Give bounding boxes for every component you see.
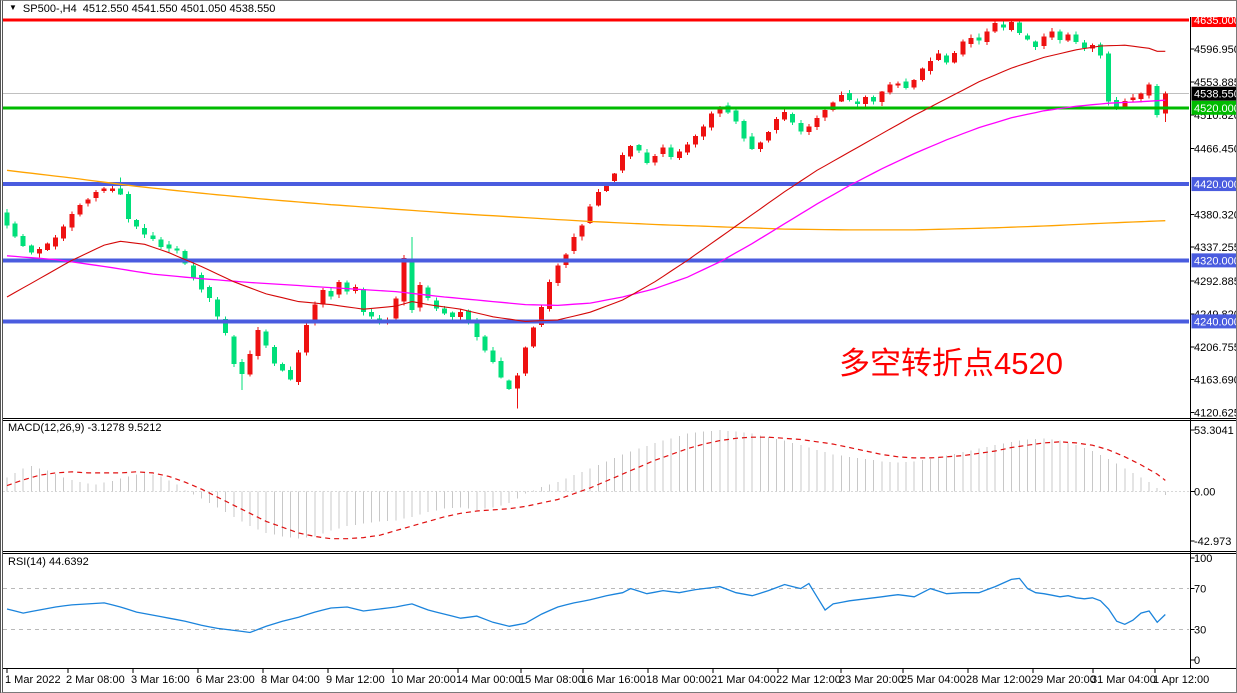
horizontal-line-4320 xyxy=(3,258,1189,263)
macd-layer xyxy=(3,430,1189,540)
time-tick-label: 9 Mar 12:00 xyxy=(326,674,385,686)
horizontal-line-4520 xyxy=(3,106,1189,110)
time-tick-label: 23 Mar 20:00 xyxy=(839,674,904,686)
price-tick-label: 4337.255 xyxy=(1194,242,1237,254)
price-badge-4240.000: 4240.000 xyxy=(1191,314,1237,329)
time-tick-label: 10 Mar 20:00 xyxy=(391,674,456,686)
time-tick-label: 18 Mar 00:00 xyxy=(646,674,711,686)
time-tick-label: 3 Mar 16:00 xyxy=(131,674,190,686)
rsi-pane[interactable] xyxy=(3,554,1189,667)
rsi-layer xyxy=(3,577,1189,634)
dropdown-triangle-icon[interactable]: ▼ xyxy=(9,3,17,12)
price-axis[interactable] xyxy=(1190,17,1236,669)
rsi-tick-label: 30 xyxy=(1194,624,1206,636)
time-tick-label: 15 Mar 08:00 xyxy=(519,674,584,686)
price-tick-label: 4163.690 xyxy=(1194,375,1237,387)
price-badge-4320.000: 4320.000 xyxy=(1191,253,1237,268)
macd-pane[interactable] xyxy=(3,421,1189,552)
macd-tick-label: 53.3041 xyxy=(1194,425,1234,437)
time-tick-label: 25 Mar 04:00 xyxy=(901,674,966,686)
ma-line-fast-red xyxy=(6,44,1166,322)
time-tick-label: 16 Mar 16:00 xyxy=(581,674,646,686)
horizontal-line-4240 xyxy=(3,319,1189,324)
time-tick-label: 14 Mar 00:00 xyxy=(456,674,521,686)
svg-text:4240.000: 4240.000 xyxy=(1194,316,1237,328)
time-tick-label: 29 Mar 20:00 xyxy=(1031,674,1096,686)
ma-line-slow-orange xyxy=(6,169,1166,231)
chart-titlebar: ▼ SP500-,H4 4512.550 4541.550 4501.050 4… xyxy=(3,1,1236,17)
chart-canvas: 4596.9504553.8854510.8204466.4504380.320… xyxy=(3,13,1237,686)
svg-text:4635.000: 4635.000 xyxy=(1194,15,1237,27)
price-tick-label: 4206.755 xyxy=(1194,342,1237,354)
horizontal-line-4635 xyxy=(3,18,1189,22)
time-tick-label: 6 Mar 23:00 xyxy=(196,674,255,686)
main-chart-layer xyxy=(3,18,1189,409)
time-tick-label: 1 Apr 12:00 xyxy=(1153,674,1209,686)
rsi-tick-label: 70 xyxy=(1194,584,1206,596)
price-tick-label: 4596.950 xyxy=(1194,44,1237,56)
price-tick-label: 4120.625 xyxy=(1194,407,1237,419)
candlestick-layer xyxy=(4,18,1168,409)
symbol-timeframe-label: SP500-,H4 xyxy=(22,3,77,15)
price-tick-label: 4292.885 xyxy=(1194,276,1237,288)
svg-text:4320.000: 4320.000 xyxy=(1194,255,1237,267)
macd-tick-label: -42.973 xyxy=(1194,536,1231,548)
price-tick-label: 4380.320 xyxy=(1194,209,1237,221)
ma-line-mid-magenta xyxy=(6,99,1166,307)
time-axis[interactable] xyxy=(3,669,1236,692)
main-price-pane[interactable] xyxy=(3,17,1189,418)
time-tick-label: 21 Mar 04:00 xyxy=(711,674,776,686)
horizontal-line-4420 xyxy=(3,182,1189,187)
rsi-line xyxy=(6,577,1166,634)
time-tick-label: 28 Mar 12:00 xyxy=(966,674,1031,686)
time-tick-label: 22 Mar 12:00 xyxy=(776,674,841,686)
rsi-tick-label: 0 xyxy=(1194,655,1200,667)
svg-text:4420.000: 4420.000 xyxy=(1194,179,1237,191)
svg-text:4538.550: 4538.550 xyxy=(1194,89,1237,101)
ohlc-readout: 4512.550 4541.550 4501.050 4538.550 xyxy=(82,3,276,15)
time-tick-label: 8 Mar 04:00 xyxy=(261,674,320,686)
price-badge-4538.550: 4538.550 xyxy=(1191,86,1237,101)
macd-tick-label: 0.00 xyxy=(1194,486,1215,498)
rsi-tick-label: 100 xyxy=(1194,553,1212,565)
svg-text:4520.000: 4520.000 xyxy=(1194,103,1237,115)
rsi-label: RSI(14) 44.6392 xyxy=(8,556,89,568)
time-tick-label: 1 Mar 2022 xyxy=(5,674,61,686)
price-badge-4420.000: 4420.000 xyxy=(1191,177,1237,192)
time-tick-label: 31 Mar 04:00 xyxy=(1091,674,1156,686)
price-tick-label: 4466.450 xyxy=(1194,144,1237,156)
time-tick-label: 2 Mar 08:00 xyxy=(66,674,125,686)
annotation-text: 多空转折点4520 xyxy=(839,346,1063,381)
price-badge-4520.000: 4520.000 xyxy=(1191,100,1237,115)
macd-label: MACD(12,26,9) -3.1278 9.5212 xyxy=(8,422,162,434)
price-tick-label: 4553.885 xyxy=(1194,77,1237,89)
